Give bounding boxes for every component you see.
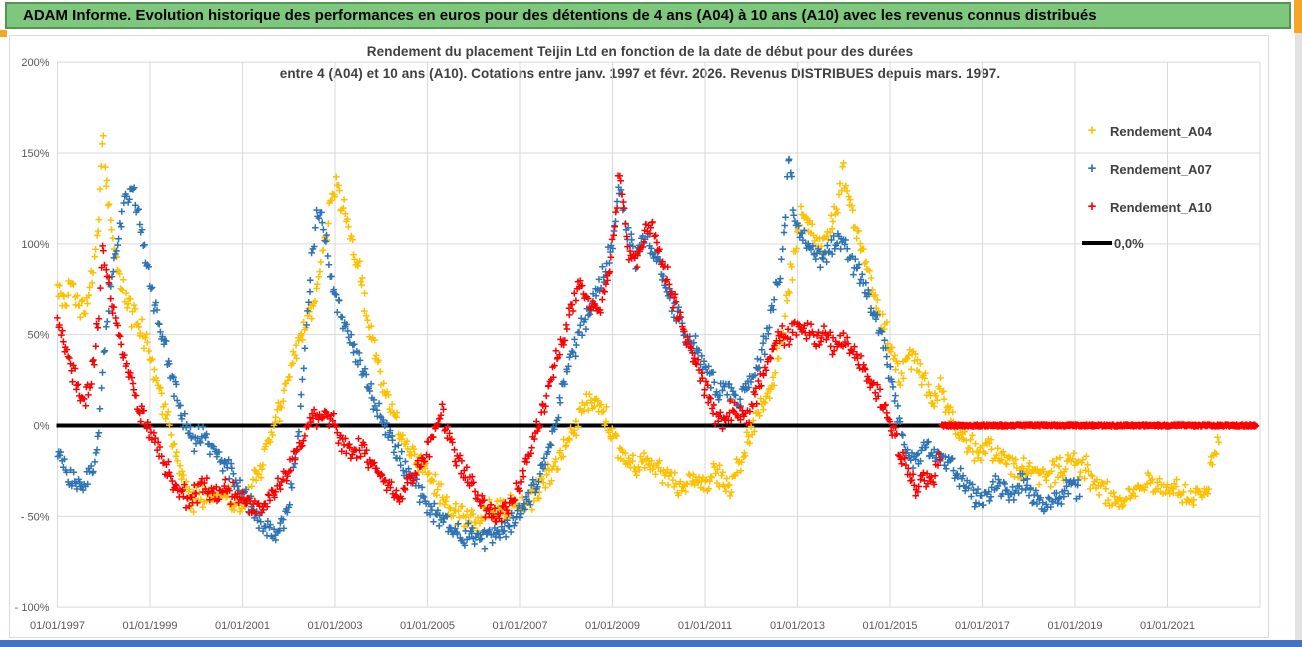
legend-label: 0,0% <box>1114 235 1144 251</box>
right-side-strip <box>1295 33 1302 640</box>
legend-item-rendement-a07[interactable]: + Rendement_A07 <box>1082 159 1212 179</box>
x-tick-label: 01/01/2005 <box>400 620 455 632</box>
legend-item-rendement-a10[interactable]: + Rendement_A10 <box>1082 197 1212 217</box>
x-tick-label: 01/01/2001 <box>215 620 270 632</box>
x-tick-label: 01/01/2011 <box>678 620 732 632</box>
gridlines <box>57 61 1261 608</box>
chart-title-line2: entre 4 (A04) et 10 ans (A10). Cotations… <box>279 66 1001 81</box>
banner-title-bar: ADAM Informe. Evolution historique des p… <box>5 2 1291 29</box>
series-Rendement_A10 <box>54 172 944 526</box>
x-tick-label: 01/01/2007 <box>492 620 547 632</box>
y-tick-label: 100% <box>21 239 49 251</box>
chart-area[interactable] <box>9 35 1269 638</box>
legend-plus-marker-icon: + <box>1087 122 1097 139</box>
chart-title-line1: Rendement du placement Teijin Ltd en fon… <box>366 44 914 59</box>
bottom-window-strip <box>0 640 1302 647</box>
y-tick-label: - 50% <box>21 511 50 523</box>
y-tick-label: 0% <box>34 421 50 433</box>
legend-label: Rendement_A10 <box>1110 199 1212 215</box>
x-tick-label: 01/01/2003 <box>307 620 362 632</box>
x-tick-label: 01/01/2017 <box>955 620 1010 632</box>
x-tick-label: 01/01/2013 <box>770 620 825 632</box>
legend-label: Rendement_A04 <box>1110 123 1212 139</box>
zero-placeholder-points <box>938 421 1260 430</box>
axis-labels: 200% 150% 100% 50% 0% - 50% - 100% 01/01/1997 01… <box>15 57 1195 632</box>
legend-label: Rendement_A07 <box>1110 161 1212 177</box>
series-points <box>54 132 1260 553</box>
y-tick-label: 50% <box>27 330 49 342</box>
banner-right-accent <box>1294 0 1302 33</box>
y-tick-label: - 100% <box>15 602 50 614</box>
legend-plus-marker-icon: + <box>1087 160 1097 177</box>
x-tick-label: 01/01/2021 <box>1140 620 1195 632</box>
banner-left-accent <box>0 30 7 37</box>
y-tick-label: 150% <box>21 148 49 160</box>
x-tick-label: 01/01/1999 <box>122 620 177 632</box>
series-Rendement_A04 <box>54 132 1222 535</box>
legend-item-rendement-a04[interactable]: + Rendement_A04 <box>1082 121 1212 141</box>
legend-item-0-0-[interactable]: 0,0% <box>1082 233 1144 253</box>
legend-plus-marker-icon: + <box>1087 198 1097 215</box>
legend-line-swatch <box>1082 241 1112 245</box>
y-tick-label: 200% <box>21 57 49 69</box>
x-tick-label: 01/01/2019 <box>1047 620 1102 632</box>
x-tick-label: 01/01/2009 <box>585 620 640 632</box>
x-tick-label: 01/01/2015 <box>862 620 917 632</box>
x-tick-label: 01/01/1997 <box>30 620 85 632</box>
banner-title: ADAM Informe. Evolution historique des p… <box>23 7 1097 24</box>
